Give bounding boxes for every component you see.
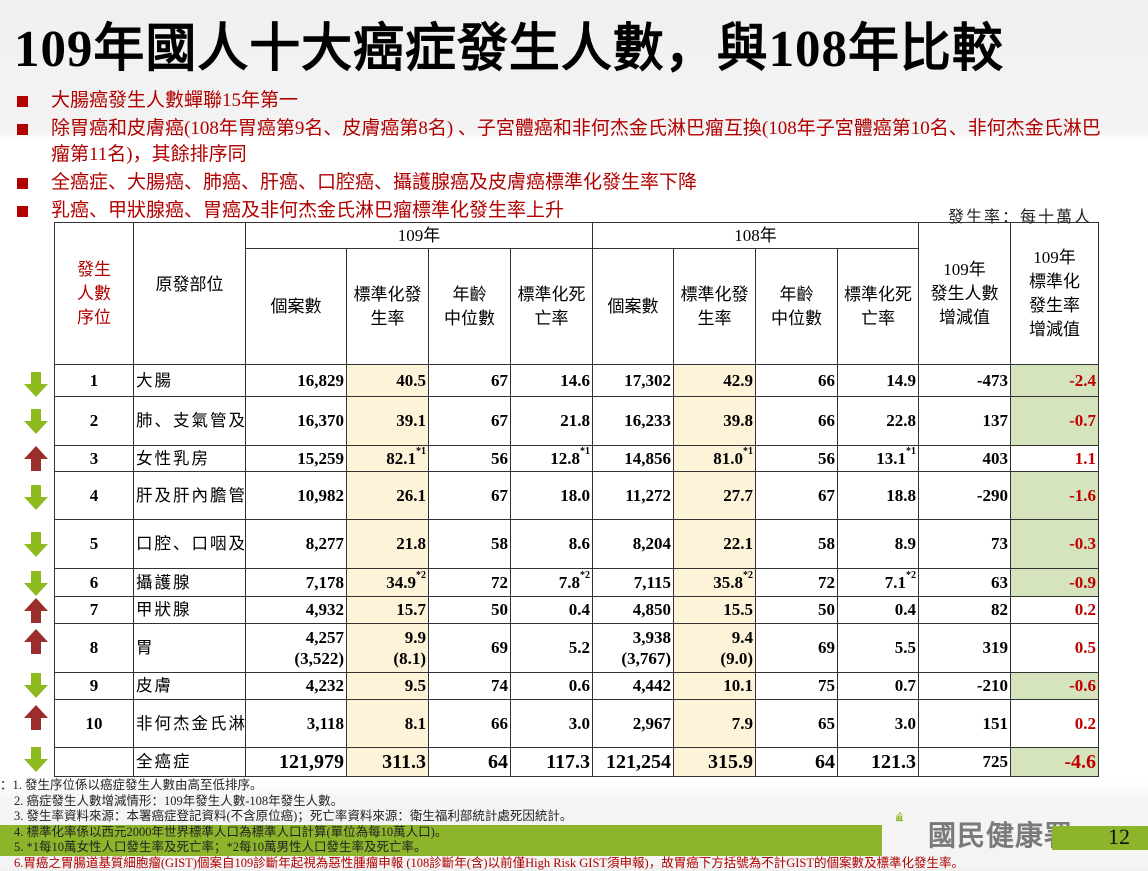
trend-down-arrow-icon: [22, 483, 50, 511]
trend-down-arrow-icon: [22, 407, 50, 435]
header-asr-108: 標準化發生率: [674, 249, 756, 365]
footnote-5: 5. *1每10萬女性人口發生率及死亡率；*2每10萬男性人口發生率及死亡率。: [0, 840, 882, 856]
trend-down-arrow-icon: [22, 530, 50, 558]
table-row: 1 大腸 16,829 40.5 67 14.6 17,302 42.9 66 …: [55, 365, 1099, 397]
header-cases-108: 個案數: [593, 249, 674, 365]
header-mort-109: 標準化死亡率: [511, 249, 593, 365]
header-median-109: 年齡中位數: [429, 249, 511, 365]
page-number-bar: [1052, 826, 1148, 850]
cancer-incidence-table: 發生人數序位 原發部位 109年 108年 109年發生人數增減值 109年標準…: [54, 222, 1099, 777]
header-year-109: 109年: [246, 223, 593, 249]
trend-down-arrow-icon: [22, 671, 50, 699]
trend-up-arrow-icon: [22, 597, 50, 625]
trend-down-arrow-icon: [22, 569, 50, 597]
footnote-4: 4. 標準化率係以西元2000年世界標準人口為標準人口計算(單位為每10萬人口)…: [0, 825, 882, 841]
trend-up-arrow-icon: [22, 704, 50, 732]
header-cases-109: 個案數: [246, 249, 347, 365]
footnote-6: 6.胃癌之胃腸道基質細胞瘤(GIST)個案自109診斷年起視為惡性腫瘤申報 (1…: [0, 856, 1148, 871]
header-mort-108: 標準化死亡率: [838, 249, 919, 365]
table-row: 3 女性乳房 15,259 82.1*1 56 12.8*1 14,856 81…: [55, 446, 1099, 472]
trend-down-arrow-icon: [22, 745, 50, 773]
square-bullet-icon: [17, 124, 28, 135]
header-median-108: 年齡中位數: [756, 249, 838, 365]
header-diff-cases: 109年發生人數增減值: [919, 223, 1011, 365]
square-bullet-icon: [17, 178, 28, 189]
square-bullet-icon: [17, 96, 28, 107]
table-row: 4 肝及肝內膽管 10,982 26.1 67 18.0 11,272 27.7…: [55, 472, 1099, 520]
page-title: 109年國人十大癌症發生人數，與108年比較: [14, 18, 1004, 82]
table-row: 10 非何杰金氏淋巴瘤 3,118 8.1 66 3.0 2,967 7.9 6…: [55, 700, 1099, 748]
header-site: 原發部位: [134, 223, 246, 365]
table-row-total: 全癌症 121,979 311.3 64 117.3 121,254 315.9…: [55, 748, 1099, 777]
header-rank: 發生人數序位: [55, 223, 134, 365]
trend-down-arrow-icon: [22, 370, 50, 398]
bullet-item: 除胃癌和皮膚癌(108年胃癌第9名、皮膚癌第8名) 、子宮體癌和非何杰金氏淋巴瘤…: [14, 116, 1114, 168]
header-diff-asr: 109年標準化發生率增減值: [1011, 223, 1099, 365]
table-row: 6 攝護腺 7,178 34.9*2 72 7.8*2 7,115 35.8*2…: [55, 569, 1099, 597]
table-row: 5 口腔、口咽及下咽 8,277 21.8 58 8.6 8,204 22.1 …: [55, 520, 1099, 569]
table-row: 8 胃 4,257(3,522) 9.9(8.1) 69 5.2 3,938(3…: [55, 624, 1099, 673]
trend-up-arrow-icon: [22, 628, 50, 656]
page-number: 12: [1108, 824, 1130, 850]
header-year-108: 108年: [593, 223, 919, 249]
header-asr-109: 標準化發生率: [347, 249, 429, 365]
square-bullet-icon: [17, 206, 28, 217]
footnote-2: 2. 癌症發生人數增減情形：109年發生人數-108年發生人數。: [0, 794, 1148, 810]
table-row: 7 甲狀腺 4,932 15.7 50 0.4 4,850 15.5 50 0.…: [55, 597, 1099, 624]
bullet-item: 全癌症、大腸癌、肺癌、肝癌、口腔癌、攝護腺癌及皮膚癌標準化發生率下降: [14, 170, 1114, 196]
trend-up-arrow-icon: [22, 445, 50, 473]
footnote-1: ：1. 發生序位係以癌症發生人數由高至低排序。: [0, 778, 1148, 794]
table-row: 2 肺、支氣管及氣管 16,370 39.1 67 21.8 16,233 39…: [55, 397, 1099, 446]
table-row: 9 皮膚 4,232 9.5 74 0.6 4,442 10.1 75 0.7 …: [55, 673, 1099, 700]
bullet-item: 大腸癌發生人數蟬聯15年第一: [14, 88, 1114, 114]
